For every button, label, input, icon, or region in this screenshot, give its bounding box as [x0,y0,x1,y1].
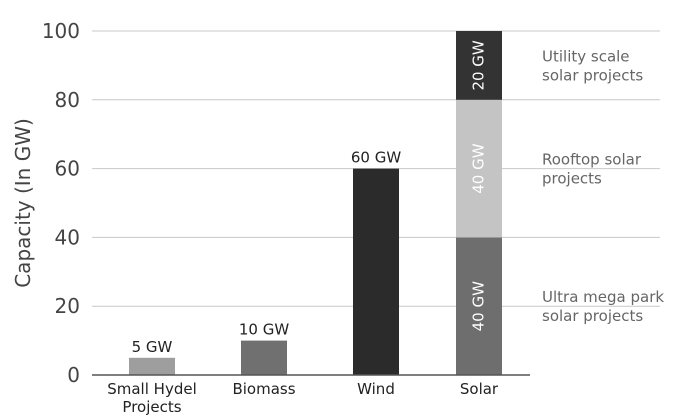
bar [129,357,175,375]
segment-annotation: Utility scale solar projects [542,47,643,84]
x-category-label: Biomass [232,380,295,398]
segment-data-label: 40 GW [470,143,488,193]
bar-data-label: 5 GW [132,338,173,356]
x-category-label: Small Hydel Projects [107,380,197,416]
y-tick-label: 100 [42,19,80,43]
bar-data-label: 60 GW [351,149,401,167]
y-tick-label: 60 [55,157,80,181]
y-tick-label: 80 [55,88,80,112]
stacked-segment [456,237,502,375]
y-tick-label: 20 [55,294,80,318]
segment-data-label: 20 GW [470,40,488,90]
x-category-label: Wind [357,380,395,398]
bars [129,31,502,375]
y-tick-label: 40 [55,225,80,249]
data-labels: 5 GW 10 GW 60 GW 40 GW 40 GW 20 GW [132,40,488,356]
stacked-segment [456,99,502,238]
segment-annotations: Ultra mega park solar projects Rooftop sol… [542,47,664,325]
bar-data-label: 10 GW [239,321,289,339]
y-axis-label: Capacity (In GW) [11,118,35,288]
bar [241,340,287,375]
stacked-segment [456,31,502,100]
segment-data-label: 40 GW [470,281,488,331]
segment-annotation: Ultra mega park solar projects [542,288,664,325]
bar [353,168,399,375]
y-axis-ticks: 0 20 40 60 80 100 [42,19,80,387]
x-category-label: Solar [460,380,499,398]
x-axis-categories: Small Hydel Projects Biomass Wind Solar [107,380,499,416]
y-tick-label: 0 [67,363,80,387]
segment-annotation: Rooftop solar projects [542,151,642,188]
